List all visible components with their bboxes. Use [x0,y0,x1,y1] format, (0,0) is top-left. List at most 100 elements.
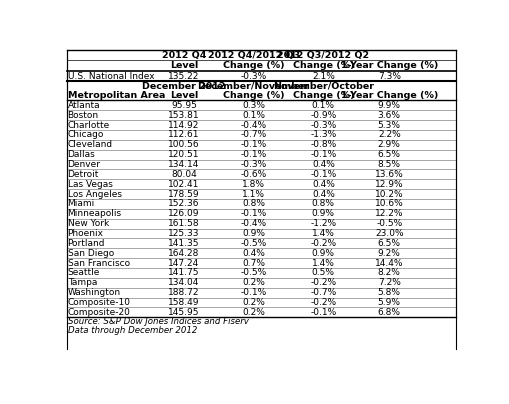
Text: 125.33: 125.33 [168,229,199,238]
Text: -0.1%: -0.1% [309,308,336,317]
Text: 2.1%: 2.1% [312,72,334,80]
Text: 134.04: 134.04 [168,278,199,287]
Text: 2012 Q3/2012 Q2: 2012 Q3/2012 Q2 [277,51,369,60]
Text: -0.3%: -0.3% [240,72,266,80]
Text: 23.0%: 23.0% [374,229,403,238]
Text: 0.2%: 0.2% [242,278,265,287]
Text: -0.5%: -0.5% [240,239,266,248]
Text: -0.6%: -0.6% [240,170,266,179]
Text: 0.5%: 0.5% [312,268,334,278]
Text: 1.8%: 1.8% [242,180,265,189]
Text: 0.9%: 0.9% [312,209,334,218]
Text: 141.35: 141.35 [168,239,199,248]
Text: Minneapolis: Minneapolis [68,209,122,218]
Text: -0.9%: -0.9% [309,111,336,120]
Text: Los Angeles: Los Angeles [68,189,121,199]
Text: -1.2%: -1.2% [309,219,336,228]
Text: -0.2%: -0.2% [309,278,336,287]
Text: 1.4%: 1.4% [312,259,334,267]
Text: 14.4%: 14.4% [374,259,403,267]
Text: Tampa: Tampa [68,278,97,287]
Text: 161.58: 161.58 [168,219,200,228]
Text: Metropolitan Area: Metropolitan Area [68,91,165,100]
Text: -0.1%: -0.1% [240,209,266,218]
Text: 12.9%: 12.9% [374,180,403,189]
Text: 147.24: 147.24 [168,259,199,267]
Text: 7.2%: 7.2% [377,278,400,287]
Text: San Diego: San Diego [68,249,114,258]
Text: -0.1%: -0.1% [240,140,266,149]
Text: New York: New York [68,219,108,228]
Text: -0.3%: -0.3% [240,160,266,169]
Text: -0.3%: -0.3% [309,121,336,130]
Text: -0.4%: -0.4% [240,121,266,130]
Text: 120.51: 120.51 [168,150,199,159]
Text: Charlotte: Charlotte [68,121,109,130]
Text: 8.5%: 8.5% [377,160,400,169]
Text: December 2012: December 2012 [142,82,225,90]
Text: 145.95: 145.95 [168,308,199,317]
Text: 10.2%: 10.2% [374,189,403,199]
Text: 8.2%: 8.2% [377,268,400,278]
Text: 0.1%: 0.1% [242,111,265,120]
Text: Change (%): Change (%) [222,91,284,100]
Text: 0.8%: 0.8% [242,200,265,208]
Text: Data through December 2012: Data through December 2012 [68,326,196,335]
Text: -0.7%: -0.7% [309,288,336,297]
Text: 6.8%: 6.8% [377,308,400,317]
Text: 2012 Q4/2012 Q3: 2012 Q4/2012 Q3 [207,51,299,60]
Text: 2012 Q4: 2012 Q4 [161,51,206,60]
Text: 188.72: 188.72 [168,288,199,297]
Text: -1.3%: -1.3% [309,130,336,139]
Text: 2.2%: 2.2% [377,130,400,139]
Text: 0.9%: 0.9% [312,249,334,258]
Text: 0.1%: 0.1% [312,101,334,110]
Text: Cleveland: Cleveland [68,140,112,149]
Text: -0.1%: -0.1% [240,150,266,159]
Text: 112.61: 112.61 [168,130,199,139]
Text: 1-Year Change (%): 1-Year Change (%) [340,91,437,100]
Text: 0.9%: 0.9% [242,229,265,238]
Text: -0.1%: -0.1% [309,170,336,179]
Text: Washington: Washington [68,288,121,297]
Text: 114.92: 114.92 [168,121,199,130]
Text: Dallas: Dallas [68,150,95,159]
Text: Atlanta: Atlanta [68,101,100,110]
Text: -0.7%: -0.7% [240,130,266,139]
Text: 100.56: 100.56 [168,140,200,149]
Text: 0.4%: 0.4% [312,180,334,189]
Text: 0.2%: 0.2% [242,298,265,307]
Text: 9.2%: 9.2% [377,249,400,258]
Text: U.S. National Index: U.S. National Index [68,72,154,80]
Text: 135.22: 135.22 [168,72,199,80]
Text: San Francisco: San Francisco [68,259,129,267]
Text: -0.1%: -0.1% [309,150,336,159]
Text: 13.6%: 13.6% [374,170,403,179]
Text: 0.7%: 0.7% [242,259,265,267]
Text: 0.4%: 0.4% [312,160,334,169]
Text: 5.9%: 5.9% [377,298,400,307]
Text: 141.75: 141.75 [168,268,199,278]
Text: -0.8%: -0.8% [309,140,336,149]
Text: Portland: Portland [68,239,105,248]
Text: 1-Year Change (%): 1-Year Change (%) [340,61,437,70]
Text: 1.1%: 1.1% [242,189,265,199]
Text: Miami: Miami [68,200,95,208]
Text: 0.4%: 0.4% [242,249,265,258]
Text: 164.28: 164.28 [168,249,199,258]
Text: 10.6%: 10.6% [374,200,403,208]
Text: Change (%): Change (%) [222,61,284,70]
Text: 178.59: 178.59 [168,189,200,199]
Text: 0.4%: 0.4% [312,189,334,199]
Text: -0.2%: -0.2% [309,298,336,307]
Text: 0.2%: 0.2% [242,308,265,317]
Text: 5.3%: 5.3% [377,121,400,130]
Text: Phoenix: Phoenix [68,229,103,238]
Text: Level: Level [169,61,197,70]
Text: December/November: December/November [197,82,309,90]
Text: -0.5%: -0.5% [240,268,266,278]
Text: 158.49: 158.49 [168,298,199,307]
Text: 153.81: 153.81 [168,111,200,120]
Text: 126.09: 126.09 [168,209,199,218]
Text: 1.4%: 1.4% [312,229,334,238]
